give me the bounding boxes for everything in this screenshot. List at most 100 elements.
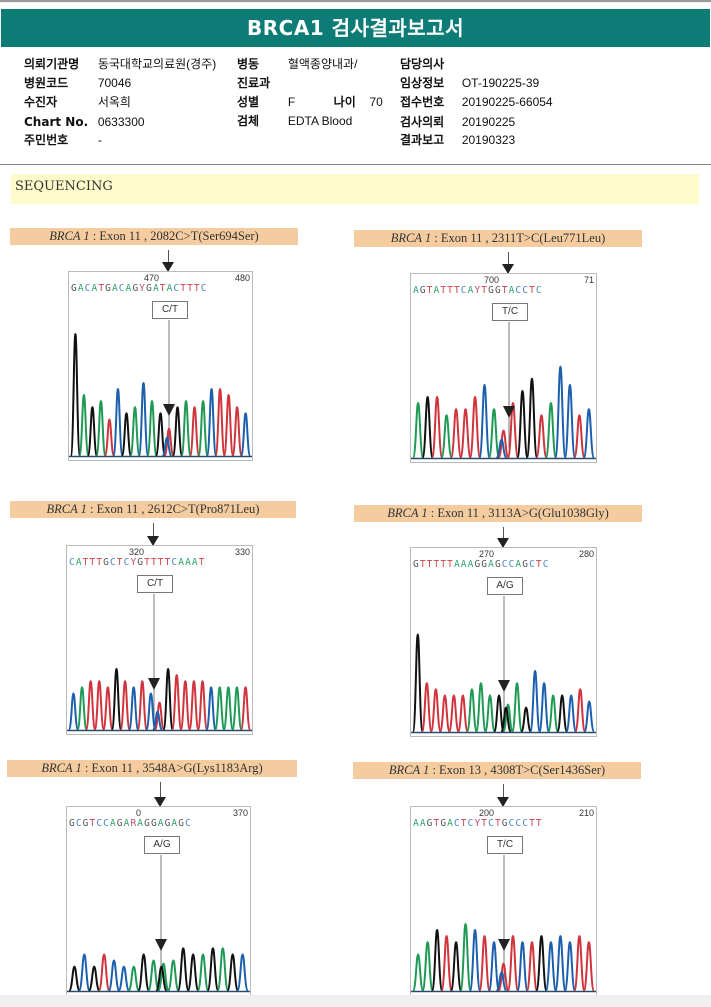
- base-call: T: [116, 557, 124, 568]
- trace-peak-T: [97, 953, 111, 992]
- base-call: T: [419, 559, 427, 570]
- trace-peak-G: [520, 706, 533, 733]
- trace-peak-T: [196, 680, 209, 731]
- info-row-hospital-code: 병원코드 70046: [24, 74, 131, 92]
- variant-arrow-icon: [163, 404, 175, 416]
- trace-peak-G: [516, 389, 529, 459]
- base-call: T: [157, 557, 165, 568]
- info-label: 병원코드: [24, 76, 69, 90]
- base-call: Y: [474, 818, 482, 829]
- trace-peak-G: [421, 396, 434, 459]
- base-call: T: [501, 285, 509, 296]
- trace-peak-C: [127, 686, 140, 731]
- info-label: 의뢰기관명: [24, 57, 80, 71]
- base-call: R: [130, 818, 138, 829]
- base-call: G: [82, 818, 90, 829]
- base-call: C: [535, 285, 543, 296]
- trace-peak-C: [554, 935, 567, 992]
- info-value: F: [287, 95, 296, 109]
- trace-peak-A: [459, 922, 472, 992]
- trace-peak-G: [162, 668, 174, 731]
- trace-peak-T: [93, 680, 105, 731]
- base-call: A: [419, 818, 427, 829]
- trace-peak-A: [95, 400, 107, 457]
- trace-peak-T: [163, 427, 175, 457]
- trace-peak-T: [573, 414, 586, 459]
- info-label: 검체: [237, 114, 260, 128]
- base-call: G: [132, 283, 140, 294]
- trace-peak-C: [468, 929, 482, 992]
- page-bottom: [0, 995, 711, 1007]
- trace-peak-A: [474, 682, 487, 733]
- base-call: Y: [130, 557, 138, 568]
- trace-peak-G: [67, 965, 81, 992]
- trace-peak-C: [583, 700, 596, 733]
- base-call: A: [152, 283, 160, 294]
- heterozygous-call-label: A/G: [487, 577, 523, 595]
- trace-peak-T: [447, 694, 460, 733]
- trace-peak-T: [102, 686, 114, 731]
- trace-peak-A: [547, 694, 560, 733]
- trace-peak-T: [438, 694, 451, 733]
- chromatogram: 200 210 AAGTGACTCYTCTGCCCTT T/C: [410, 806, 597, 996]
- trace-plot: [69, 320, 252, 458]
- trace-peak-G: [176, 947, 190, 992]
- base-call: G: [440, 818, 448, 829]
- trace-peak-T: [103, 418, 116, 457]
- base-call: A: [77, 283, 85, 294]
- trace-peak-C: [112, 387, 124, 457]
- trace-peak-A: [214, 686, 226, 731]
- trace-peak-T: [231, 406, 243, 457]
- info-label: 주민번호: [24, 133, 69, 147]
- base-call: T: [535, 818, 543, 829]
- info-value: 동국대학교의료원(경주): [97, 57, 217, 71]
- trace-plot: [411, 855, 596, 993]
- info-value: EDTA Blood: [287, 114, 353, 128]
- trace-peak-A: [411, 953, 425, 992]
- trace-peak-T: [525, 941, 539, 992]
- trace-peak-G: [137, 953, 151, 992]
- trace-peak-T: [170, 674, 183, 731]
- variant-caption: BRCA 1 : Exon 11 , 2082C>T(Ser694Ser): [10, 228, 298, 245]
- info-label: 진료과: [237, 76, 271, 90]
- trace-peak-T: [153, 701, 166, 731]
- base-call: C: [522, 285, 530, 296]
- trace-peak-C: [137, 381, 150, 457]
- trace-peak-C: [151, 710, 164, 731]
- trace-peak-G: [86, 406, 99, 457]
- base-call: A: [460, 559, 468, 570]
- trace-peak-C: [77, 953, 91, 992]
- base-call: T: [529, 285, 536, 296]
- base-call: C: [96, 818, 104, 829]
- trace-peak-C: [107, 959, 121, 992]
- base-call: G: [164, 818, 172, 829]
- base-call: T: [193, 283, 201, 294]
- base-call: G: [103, 557, 110, 568]
- trace-peak-A: [146, 400, 158, 457]
- base-call: T: [187, 283, 194, 294]
- base-call: G: [522, 559, 530, 570]
- gene-name: BRCA 1: [388, 763, 430, 777]
- base-call: G: [413, 559, 420, 570]
- trace-peak-C: [565, 694, 578, 733]
- base-call: T: [198, 557, 206, 568]
- trace-peak-A: [544, 402, 558, 459]
- base-call: C: [103, 818, 110, 829]
- trace-peak-G: [525, 377, 539, 459]
- trace-peak-A: [166, 959, 180, 992]
- chromatogram: 320 330 CATTTGCTCYGTTTTCAAAT C/T: [66, 545, 253, 735]
- base-call: G: [137, 557, 145, 568]
- trace-peak-T: [179, 680, 192, 731]
- variant-caption: BRCA 1 : Exon 11 , 2612C>T(Pro871Leu): [10, 501, 296, 518]
- top-border: [0, 0, 711, 2]
- position-label: 370: [232, 808, 248, 818]
- trace-peak-T: [573, 935, 586, 992]
- base-call: A: [171, 818, 179, 829]
- base-call: G: [146, 283, 153, 294]
- trace-peak-T: [429, 688, 442, 733]
- trace-peak-G: [500, 706, 512, 733]
- base-call: T: [447, 285, 454, 296]
- info-value: 20190225: [461, 115, 516, 129]
- info-value: 20190323: [461, 133, 516, 147]
- position-label: 71: [583, 275, 594, 285]
